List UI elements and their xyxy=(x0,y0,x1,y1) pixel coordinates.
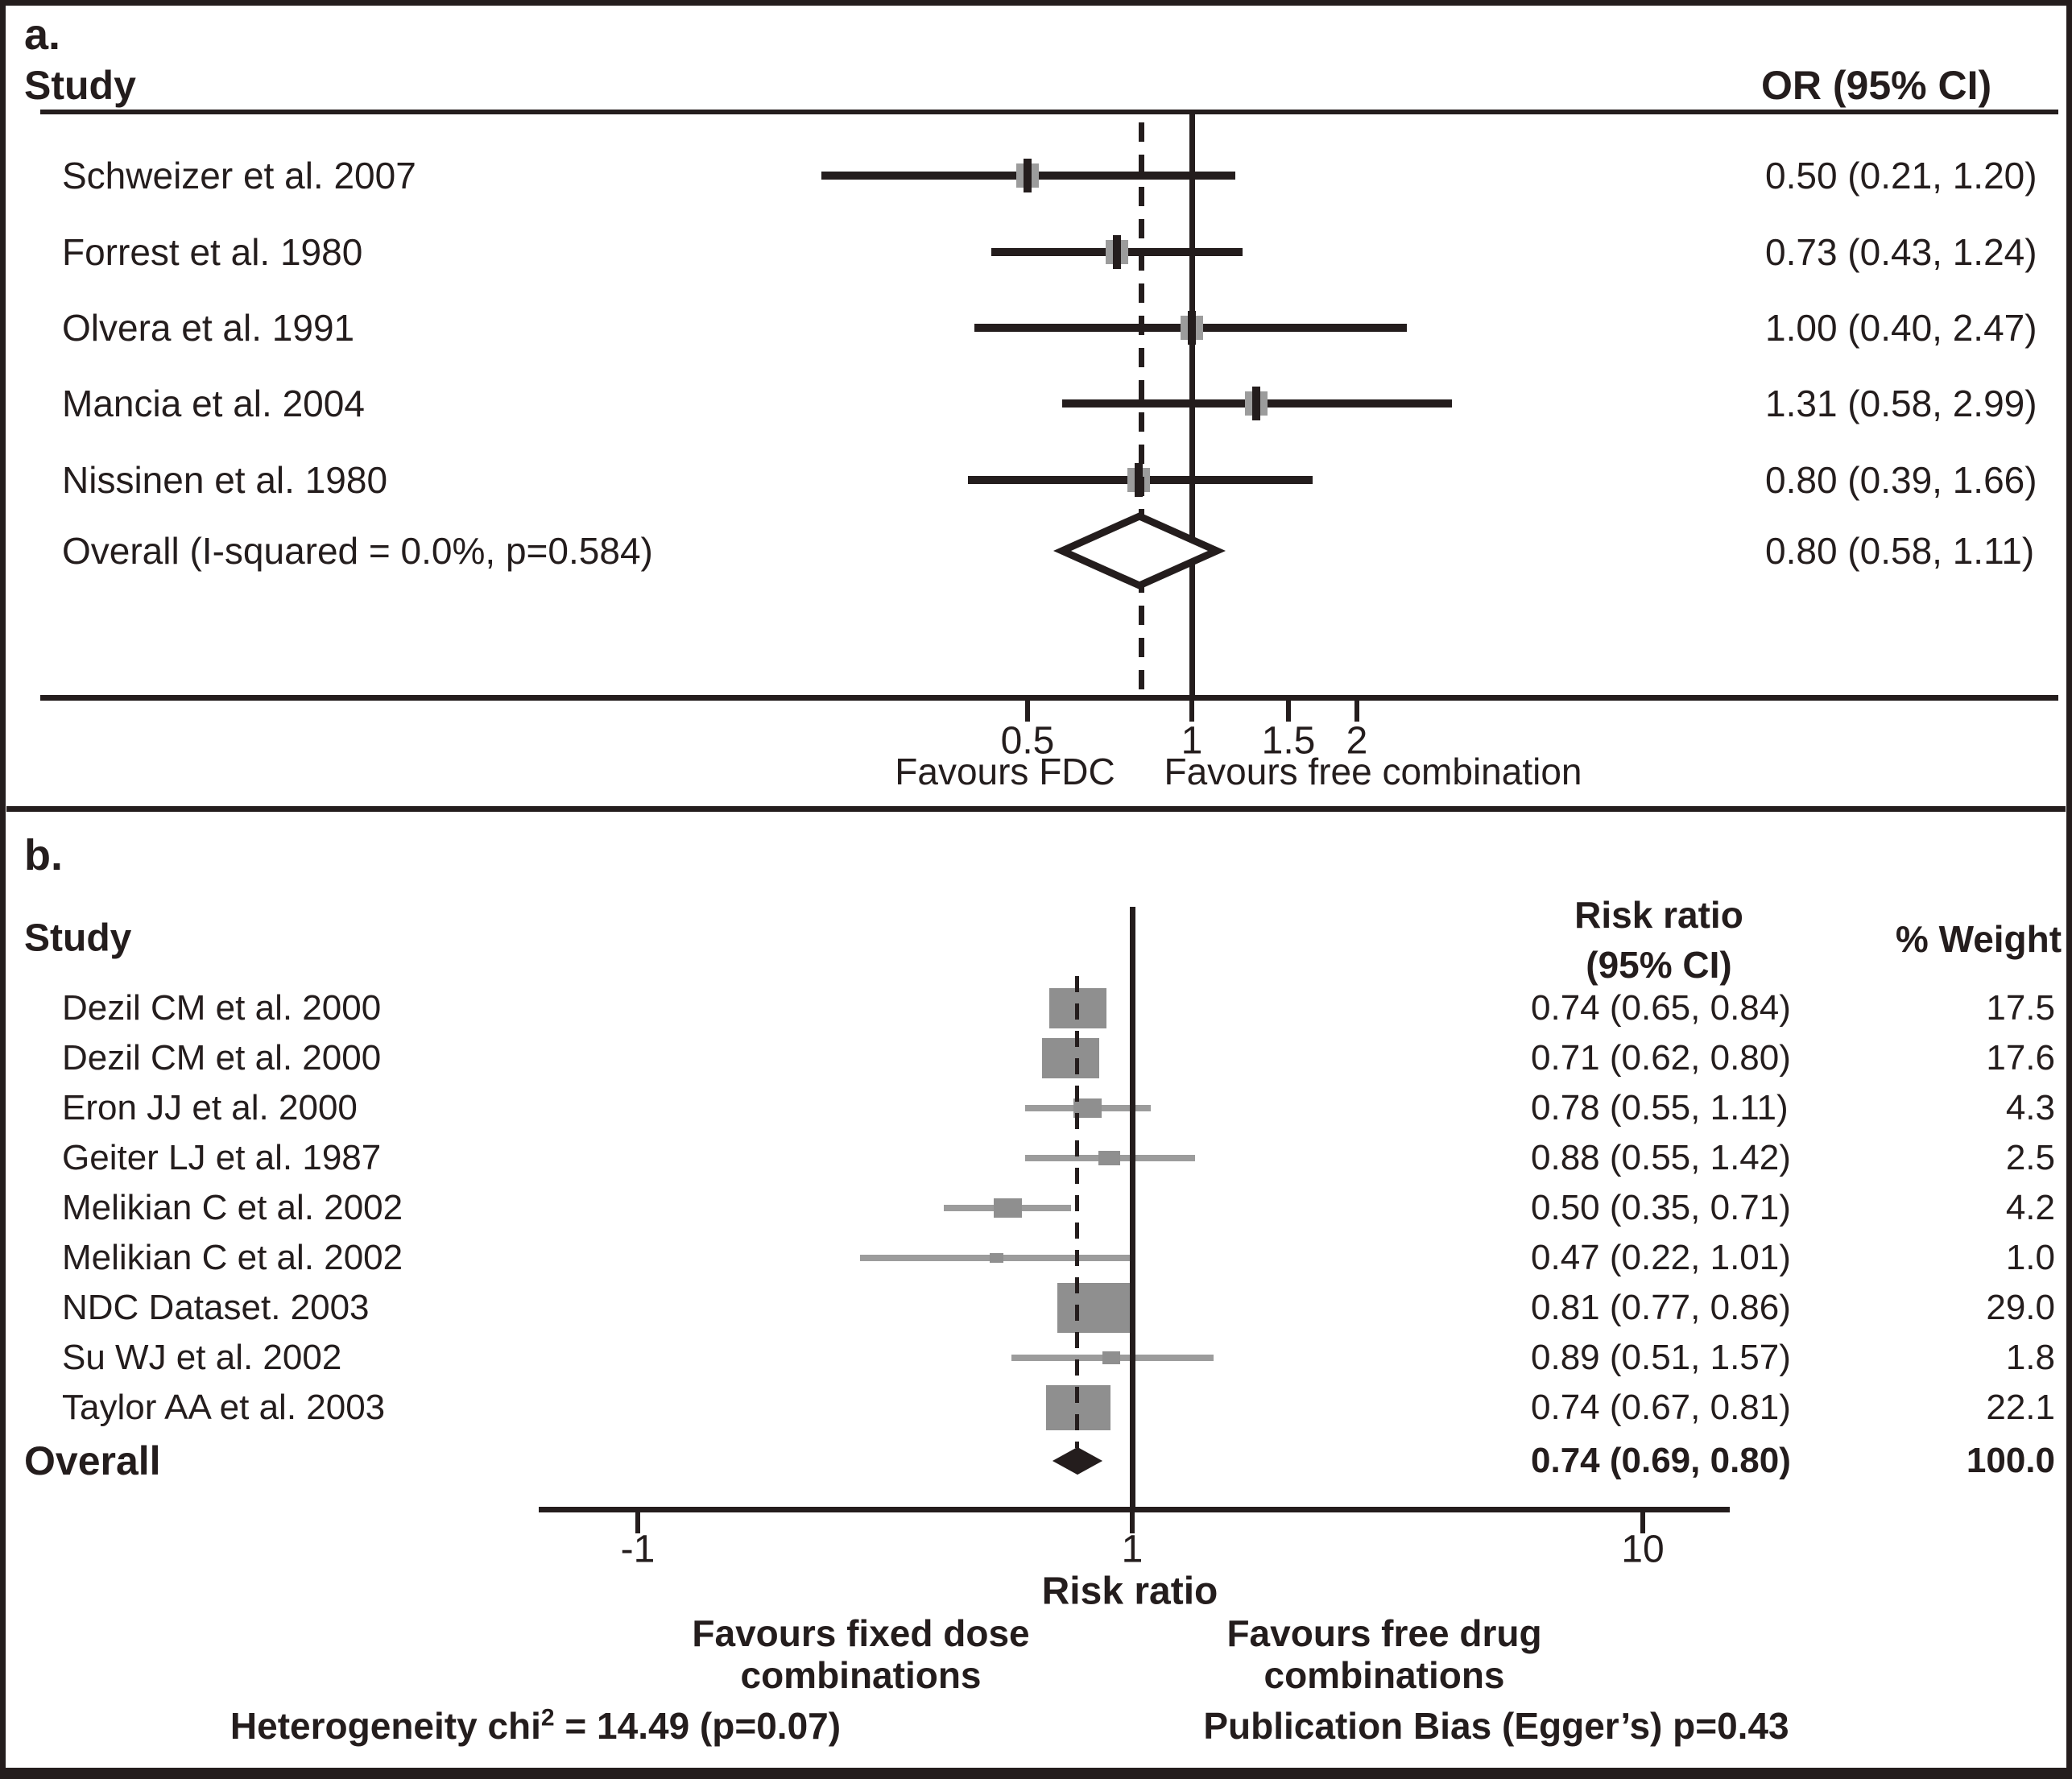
effect-value: 0.74 (0.67, 0.81) xyxy=(1531,1388,1791,1427)
effect-value: 0.74 (0.65, 0.84) xyxy=(1531,988,1791,1028)
panel-b-study-header: Study xyxy=(24,916,132,960)
panel-a-effect-header: OR (95% CI) xyxy=(1761,63,1992,108)
panel-b-axis-title: Risk ratio xyxy=(1041,1570,1218,1613)
panel-b-favours-right-line2: combinations xyxy=(1263,1654,1505,1696)
panel-b-favours-left-line2: combinations xyxy=(740,1654,982,1696)
estimate-square xyxy=(1102,1351,1121,1365)
panel-separator-rule xyxy=(6,806,2066,812)
axis-tick-label-1: 10 xyxy=(1621,1528,1665,1571)
effect-value: 1.00 (0.40, 2.47) xyxy=(1765,307,2037,349)
weight-value: 29.0 xyxy=(1986,1288,2055,1327)
effect-value: 0.80 (0.39, 1.66) xyxy=(1765,459,2037,501)
estimate-tick xyxy=(1251,387,1260,420)
axis-tick-label-0: 1.5 xyxy=(1261,719,1316,763)
panel-b-effect-header-line1: Risk ratio xyxy=(1574,894,1743,936)
axis-tick-0 xyxy=(1286,697,1291,722)
null-line-0 xyxy=(1189,112,1195,697)
axis-line-0 xyxy=(40,695,2058,701)
panel-b-effect-header-line2: (95% CI) xyxy=(1586,944,1732,986)
effect-value: 0.88 (0.55, 1.42) xyxy=(1531,1138,1791,1177)
study-label: Olvera et al. 1991 xyxy=(62,307,355,349)
panel-a-overall-label: Overall (I-squared = 0.0%, p=0.584) xyxy=(62,530,653,572)
heterogeneity-footnote-sup: 2 xyxy=(540,1704,555,1731)
effect-value: 0.81 (0.77, 0.86) xyxy=(1531,1288,1791,1327)
overall-dashed-line-0 xyxy=(1139,122,1144,697)
axis-tick-label-0: 0.5 xyxy=(1000,719,1055,763)
panel-b-overall-value: 0.74 (0.69, 0.80) xyxy=(1531,1441,1791,1480)
study-label: Melikian C et al. 2002 xyxy=(62,1238,403,1277)
panel-a-favours-right-label: Favours free combination xyxy=(1164,751,1582,792)
study-label: Dezil CM et al. 2000 xyxy=(62,1038,382,1078)
study-label: NDC Dataset. 2003 xyxy=(62,1288,370,1327)
weight-value: 17.6 xyxy=(1986,1038,2055,1078)
axis-tick-0 xyxy=(1025,697,1030,722)
axis-tick-1 xyxy=(1130,1509,1135,1533)
panel-b-label: b. xyxy=(24,831,63,879)
estimate-square xyxy=(994,1198,1022,1218)
panel-b-favours-right-line1: Favours free drug xyxy=(1226,1612,1542,1654)
panel-b-weight-header: % Weight xyxy=(1895,918,2062,960)
estimate-tick xyxy=(1113,235,1122,269)
estimate-square xyxy=(1098,1150,1120,1166)
heterogeneity-footnote-text: Heterogeneity chi xyxy=(230,1705,541,1747)
study-label: Melikian C et al. 2002 xyxy=(62,1188,403,1227)
publication-bias-footnote: Publication Bias (Egger’s) p=0.43 xyxy=(1203,1705,1789,1747)
weight-value: 22.1 xyxy=(1986,1388,2055,1427)
axis-tick-label-1: 1 xyxy=(1121,1528,1144,1571)
study-label: Dezil CM et al. 2000 xyxy=(62,988,382,1028)
estimate-tick xyxy=(1023,159,1032,192)
effect-value: 0.47 (0.22, 1.01) xyxy=(1531,1238,1791,1277)
panel-b-overall-label: Overall xyxy=(24,1438,161,1483)
axis-tick-label-1: -1 xyxy=(620,1528,656,1571)
panel-b-favours-left-line1: Favours fixed dose xyxy=(692,1612,1030,1654)
overall-dashed-line-1 xyxy=(1075,976,1079,1448)
estimate-square xyxy=(1057,1283,1131,1333)
estimate-square xyxy=(990,1253,1004,1263)
axis-tick-0 xyxy=(1189,697,1194,722)
weight-value: 1.0 xyxy=(2005,1238,2055,1277)
axis-tick-label-0: 1 xyxy=(1181,719,1203,763)
panel-a-overall-value: 0.80 (0.58, 1.11) xyxy=(1765,530,2035,572)
study-label: Su WJ et al. 2002 xyxy=(62,1338,342,1377)
study-label: Eron JJ et al. 2000 xyxy=(62,1088,358,1127)
panel-a-favours-left-label: Favours FDC xyxy=(895,751,1115,792)
estimate-square xyxy=(1041,1037,1100,1079)
study-label: Geiter LJ et al. 1987 xyxy=(62,1138,382,1177)
effect-value: 0.78 (0.55, 1.11) xyxy=(1531,1088,1789,1127)
effect-value: 0.50 (0.35, 0.71) xyxy=(1531,1188,1791,1227)
study-label: Mancia et al. 2004 xyxy=(62,383,365,424)
panel-a-study-header: Study xyxy=(24,63,136,108)
axis-tick-1 xyxy=(1640,1509,1645,1533)
weight-value: 2.5 xyxy=(2005,1138,2055,1177)
effect-value: 0.71 (0.62, 0.80) xyxy=(1531,1038,1791,1078)
null-line-1 xyxy=(1130,907,1135,1509)
study-label: Nissinen et al. 1980 xyxy=(62,459,388,501)
study-label: Taylor AA et al. 2003 xyxy=(62,1388,386,1427)
effect-value: 0.73 (0.43, 1.24) xyxy=(1765,231,2037,273)
panel-a-label: a. xyxy=(24,10,61,59)
heterogeneity-footnote: Heterogeneity chi2 = 14.49 (p=0.07) xyxy=(230,1704,841,1748)
heterogeneity-footnote-tail: = 14.49 (p=0.07) xyxy=(554,1705,842,1747)
axis-tick-1 xyxy=(635,1509,640,1533)
effect-value: 0.50 (0.21, 1.20) xyxy=(1765,155,2037,197)
panel-b-overall-weight: 100.0 xyxy=(1966,1441,2055,1480)
weight-value: 17.5 xyxy=(1986,988,2055,1028)
axis-tick-0 xyxy=(1354,697,1359,722)
panel-a-header-rule xyxy=(40,110,2058,114)
study-label: Forrest et al. 1980 xyxy=(62,231,363,273)
weight-value: 4.3 xyxy=(2005,1088,2055,1127)
weight-value: 4.2 xyxy=(2005,1188,2055,1227)
axis-tick-label-0: 2 xyxy=(1346,719,1368,763)
effect-value: 1.31 (0.58, 2.99) xyxy=(1765,383,2037,424)
study-label: Schweizer et al. 2007 xyxy=(62,155,416,197)
weight-value: 1.8 xyxy=(2005,1338,2055,1377)
effect-value: 0.89 (0.51, 1.57) xyxy=(1531,1338,1791,1377)
